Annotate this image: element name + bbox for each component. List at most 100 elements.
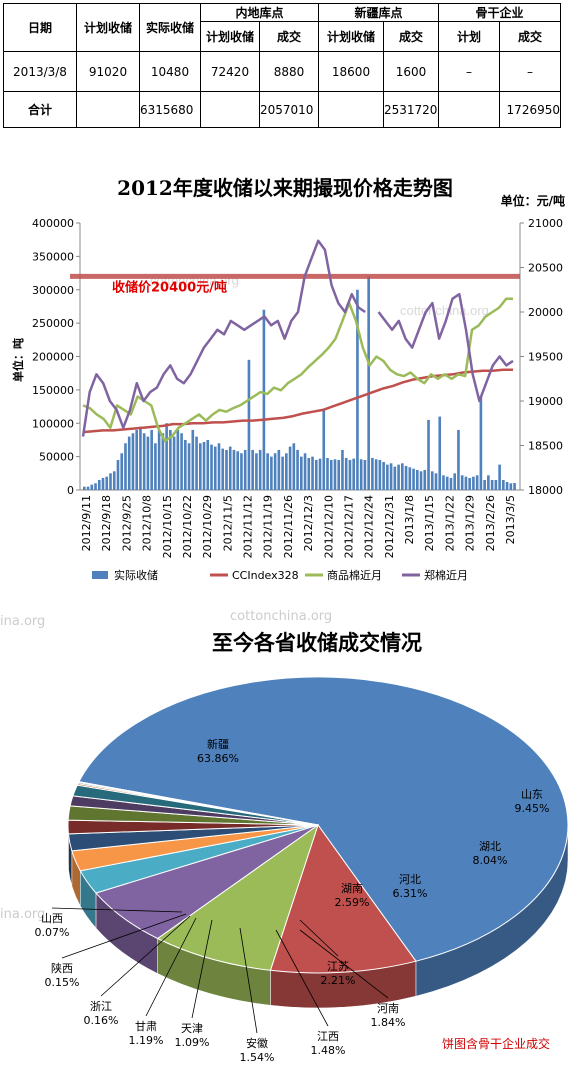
bar-actual bbox=[202, 441, 206, 490]
bar-actual bbox=[131, 433, 135, 490]
bar-actual bbox=[251, 449, 254, 490]
bar-actual bbox=[217, 443, 221, 490]
bar-actual bbox=[127, 436, 131, 490]
table-cell bbox=[318, 91, 384, 128]
bar-actual bbox=[490, 479, 494, 490]
unit-label: 单位：元/吨 bbox=[501, 193, 565, 208]
bar-actual bbox=[341, 449, 344, 490]
bar-actual bbox=[363, 459, 367, 490]
table-cell: 2531720 bbox=[383, 91, 439, 128]
bar-actual bbox=[397, 464, 400, 490]
pie-pct-新疆: 63.86% bbox=[197, 752, 239, 765]
x-tick-label: 2012/11/5 bbox=[221, 495, 234, 551]
y-tick-label: 250000 bbox=[32, 317, 74, 330]
bar-actual bbox=[352, 458, 355, 490]
bar-actual bbox=[367, 276, 370, 490]
pie-pct-甘肃: 1.19% bbox=[129, 1034, 164, 1047]
bar-actual bbox=[236, 451, 240, 490]
x-tick-label: 2012/10/29 bbox=[201, 495, 214, 558]
bar-actual bbox=[404, 465, 408, 490]
table-cell: 2057010 bbox=[259, 91, 319, 128]
bar-actual bbox=[401, 463, 404, 490]
bar-actual bbox=[146, 436, 150, 490]
pie-label-湖南: 湖南 bbox=[341, 882, 363, 895]
bar-actual bbox=[109, 473, 112, 490]
group-inland: 内地库点 bbox=[200, 3, 319, 22]
bar-actual bbox=[468, 477, 471, 490]
bar-actual bbox=[172, 436, 176, 490]
pie-label-陕西: 陕西 bbox=[51, 961, 73, 975]
bar-actual bbox=[270, 456, 273, 490]
pie-pct-安徽: 1.54% bbox=[240, 1051, 275, 1064]
x-tick-label: 2012/10/15 bbox=[161, 495, 174, 558]
bar-actual bbox=[374, 459, 378, 490]
bar-actual bbox=[94, 483, 97, 490]
bar-actual bbox=[453, 473, 457, 490]
bar-actual bbox=[288, 446, 292, 490]
pie-leader-山西 bbox=[51, 907, 183, 913]
bar-actual bbox=[124, 443, 127, 490]
bar-actual bbox=[266, 453, 269, 490]
watermark: cottonchina.org bbox=[400, 303, 489, 318]
bar-actual bbox=[135, 429, 138, 490]
bar-actual bbox=[303, 453, 307, 490]
sub-header: 计划收储 bbox=[318, 21, 384, 52]
pie-pct-天津: 1.09% bbox=[175, 1036, 210, 1049]
pie-label-新疆: 新疆 bbox=[207, 737, 229, 751]
bar-actual bbox=[150, 429, 153, 490]
table-cell: 10480 bbox=[139, 51, 201, 92]
bar-actual bbox=[326, 457, 329, 490]
bar-actual bbox=[101, 477, 105, 490]
pie-label-山西: 山西 bbox=[41, 912, 63, 925]
bar-actual bbox=[460, 475, 464, 490]
bar-actual bbox=[322, 409, 326, 490]
y2-tick-label: 20000 bbox=[528, 306, 563, 319]
pie-leader-天津 bbox=[191, 919, 213, 1019]
sub-header: 计划 bbox=[438, 21, 500, 52]
pie-pct-河南: 1.84% bbox=[371, 1016, 406, 1029]
table-cell: 合计 bbox=[3, 91, 77, 128]
bar-actual bbox=[187, 443, 191, 490]
bar-actual bbox=[337, 459, 341, 490]
y-tick-label: 0 bbox=[67, 484, 74, 497]
legend-label: 郑棉近月 bbox=[424, 568, 468, 582]
bar-actual bbox=[169, 429, 172, 490]
legend-label: CCIndex328 bbox=[232, 569, 299, 582]
sub-header: 成交 bbox=[499, 21, 561, 52]
pie-pct-山西: 0.07% bbox=[35, 926, 70, 939]
bar-actual bbox=[120, 453, 124, 490]
x-tick-label: 2012/12/10 bbox=[322, 495, 335, 558]
table-cell: 91020 bbox=[76, 51, 140, 92]
bar-actual bbox=[262, 309, 266, 490]
y2-tick-label: 19000 bbox=[528, 395, 563, 408]
bar-actual bbox=[408, 467, 412, 490]
x-tick-label: 2013/2/26 bbox=[484, 495, 497, 551]
y-tick-label: 100000 bbox=[32, 417, 74, 430]
bar-actual bbox=[464, 476, 468, 490]
pie-label-河南: 河南 bbox=[377, 1002, 399, 1015]
pie-pct-江西: 1.48% bbox=[311, 1044, 346, 1057]
bar-actual bbox=[371, 457, 374, 490]
bar-actual bbox=[232, 449, 236, 490]
y2-tick-label: 19500 bbox=[528, 351, 563, 364]
pie-title: 至今各省收储成交情况 bbox=[212, 630, 422, 655]
bar-actual bbox=[191, 429, 195, 490]
bar-actual bbox=[494, 479, 498, 490]
pie-leader-浙江 bbox=[100, 915, 191, 997]
x-tick-label: 2012/10/22 bbox=[181, 495, 194, 558]
pie-leader-河南 bbox=[299, 929, 389, 999]
table-cell: – bbox=[499, 51, 561, 92]
bar-actual bbox=[225, 449, 228, 490]
bar-actual bbox=[247, 359, 251, 490]
x-tick-label: 2012/12/17 bbox=[342, 495, 355, 558]
y-axis-label: 单位：吨 bbox=[11, 338, 25, 382]
bar-actual bbox=[296, 449, 299, 490]
x-tick-label: 2012/12/31 bbox=[383, 495, 396, 558]
province-pie-chart: ina.org cottonchina.org ina.org 至今各省收储成交情况新… bbox=[0, 609, 569, 1064]
bar-actual bbox=[176, 429, 180, 490]
pie-slice-山西 bbox=[77, 781, 319, 826]
bar-actual bbox=[419, 471, 423, 490]
sub-header: 计划收储 bbox=[200, 21, 260, 52]
x-tick-label: 2012/9/11 bbox=[80, 495, 93, 551]
bar-actual bbox=[498, 464, 501, 490]
